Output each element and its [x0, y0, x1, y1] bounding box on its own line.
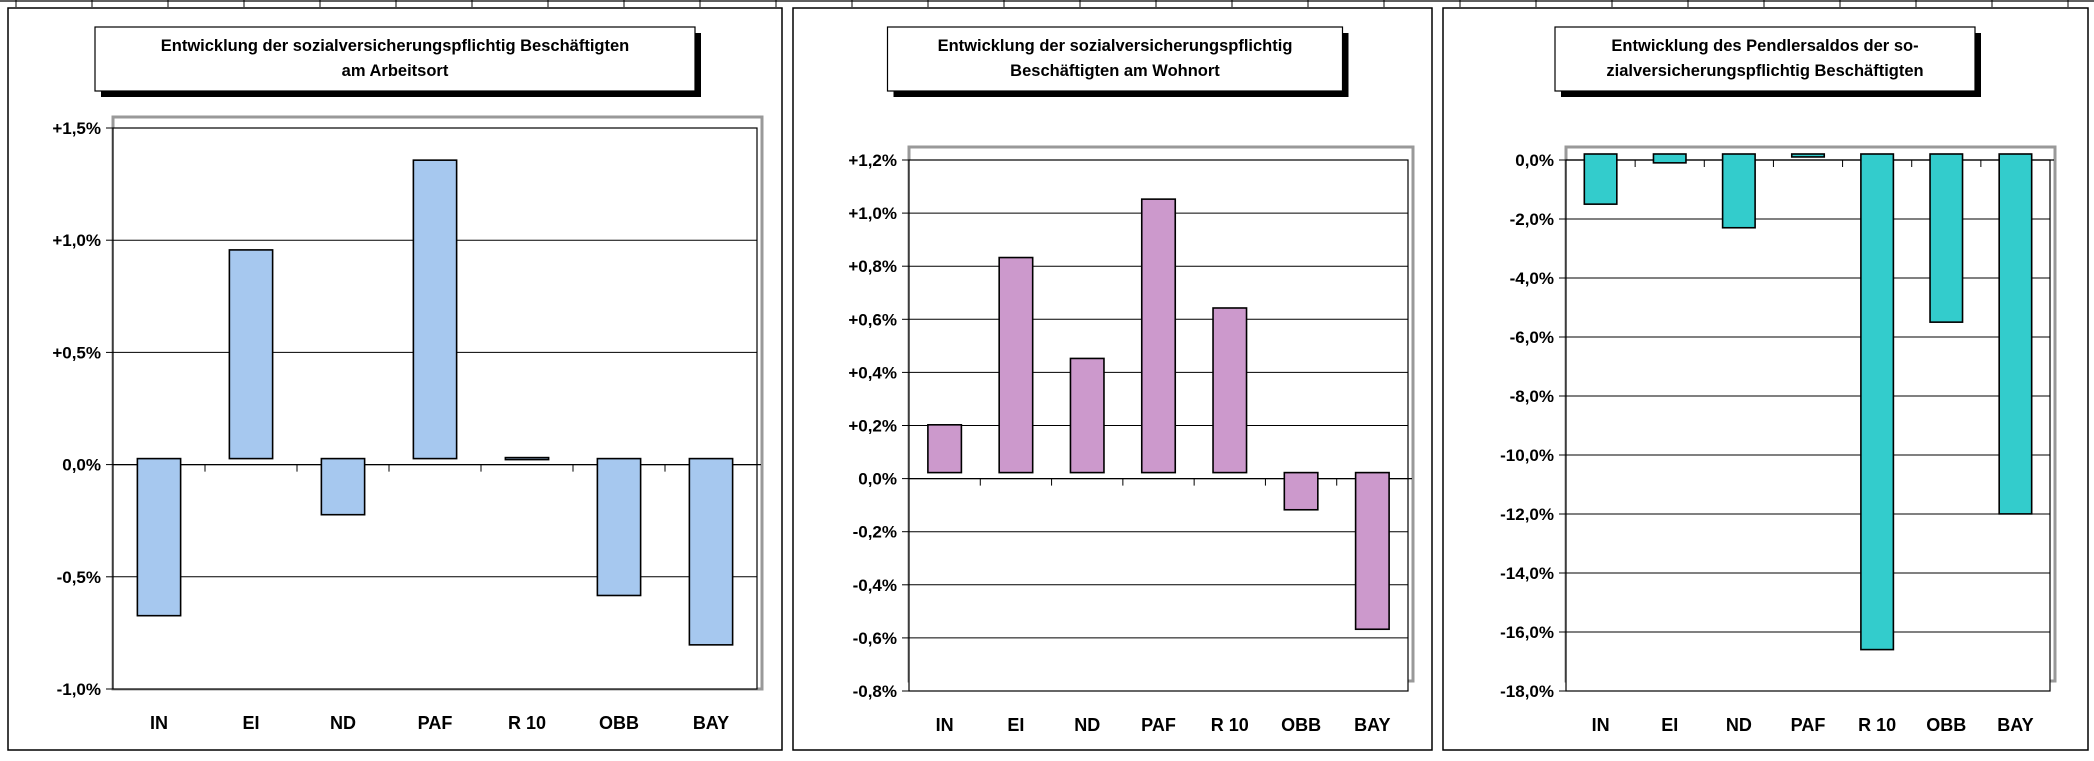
y-tick-label: 0,0% [62, 456, 101, 475]
chart-title-line: Entwicklung der sozialversicherungspflic… [938, 37, 1293, 55]
bar-in [927, 424, 963, 474]
x-tick-label: EI [1661, 715, 1678, 735]
y-tick-label: -0,8% [853, 682, 897, 701]
bar-paf [1140, 198, 1177, 474]
x-tick-label: OBB [1281, 715, 1321, 735]
x-tick-label: ND [1726, 715, 1752, 735]
bar-r-10 [1212, 307, 1248, 474]
bar-in [136, 457, 182, 617]
plot-area [1565, 159, 2051, 692]
bar-bay [1998, 153, 2033, 515]
y-tick-label: -0,2% [853, 523, 897, 542]
y-tick-label: +0,5% [52, 343, 101, 362]
bar-ei [998, 256, 1034, 474]
bar-ei [1652, 153, 1687, 164]
bar-nd [1721, 153, 1756, 229]
x-tick-label: PAF [1791, 715, 1826, 735]
bar-ei [228, 249, 274, 460]
x-tick-label: ND [330, 713, 356, 733]
x-tick-label: PAF [1141, 715, 1176, 735]
y-tick-label: -0,5% [57, 568, 101, 587]
chart-panel-2: -0,8% -0,6% -0,4% -0,2% 0,0% +0,2% +0,4% +0,6% +… [792, 7, 1433, 751]
chart-panel-3: -18,0% -16,0% -14,0% -12,0% -10,0% -8,0% -6,0%… [1442, 7, 2089, 751]
x-tick-label: OBB [599, 713, 639, 733]
y-tick-label: -0,6% [853, 629, 897, 648]
x-tick-label: EI [1007, 715, 1024, 735]
y-tick-label: +0,6% [848, 310, 897, 329]
x-tick-label: BAY [693, 713, 729, 733]
y-tick-label: +0,4% [848, 363, 897, 382]
y-tick-label: -2,0% [1510, 210, 1554, 229]
chart-title-line: Beschäftigten am Wohnort [1010, 62, 1220, 80]
bar-paf [412, 159, 458, 460]
x-tick-label: R 10 [1211, 715, 1249, 735]
x-tick-label: IN [1592, 715, 1610, 735]
y-tick-label: -1,0% [57, 680, 101, 699]
x-tick-label: PAF [418, 713, 453, 733]
bar-in [1583, 153, 1618, 205]
bar-bay [688, 457, 734, 646]
y-tick-label: -18,0% [1500, 682, 1554, 701]
title-box [1554, 26, 1976, 92]
y-tick-label: 0,0% [1515, 151, 1554, 170]
bar-nd [320, 457, 366, 516]
chart-title-line: zialversicherungspflichtig Beschäftigten [1606, 62, 1923, 80]
x-tick-label: IN [150, 713, 168, 733]
bar-obb [596, 457, 642, 597]
bar-obb [1929, 153, 1964, 323]
chart-title-line: Entwicklung des Pendlersaldos der so- [1611, 37, 1918, 55]
title-box [94, 26, 696, 92]
x-tick-label: EI [242, 713, 259, 733]
y-tick-label: +1,0% [848, 204, 897, 223]
y-tick-label: +1,0% [52, 231, 101, 250]
bar-r-10 [504, 456, 550, 461]
x-tick-label: BAY [1997, 715, 2033, 735]
y-tick-label: +0,8% [848, 257, 897, 276]
bar-nd [1069, 357, 1105, 474]
x-tick-label: BAY [1354, 715, 1390, 735]
y-tick-label: -10,0% [1500, 446, 1554, 465]
x-tick-label: R 10 [508, 713, 546, 733]
x-tick-label: OBB [1926, 715, 1966, 735]
bar-obb [1283, 471, 1319, 511]
y-tick-label: -6,0% [1510, 328, 1554, 347]
y-tick-label: +1,2% [848, 151, 897, 170]
x-tick-label: IN [936, 715, 954, 735]
y-tick-label: 0,0% [858, 470, 897, 489]
chart-panel-1: -1,0% -0,5% 0,0% +0,5% +1,0% +1,5% IN EI ND PAF R … [7, 7, 783, 751]
y-tick-label: -16,0% [1500, 623, 1554, 642]
chart-title-line: am Arbeitsort [342, 62, 449, 80]
bar-r-10 [1860, 153, 1895, 651]
y-tick-label: +1,5% [52, 119, 101, 138]
title-box [886, 26, 1344, 92]
bar-bay [1354, 471, 1390, 631]
y-tick-label: -0,4% [853, 576, 897, 595]
chart-title-line: Entwicklung der sozialversicherungspflic… [161, 37, 630, 55]
bar-paf [1790, 153, 1826, 158]
y-tick-label: -4,0% [1510, 269, 1554, 288]
y-tick-label: -12,0% [1500, 505, 1554, 524]
x-tick-label: ND [1074, 715, 1100, 735]
y-tick-label: -14,0% [1500, 564, 1554, 583]
y-tick-label: -8,0% [1510, 387, 1554, 406]
y-tick-label: +0,2% [848, 417, 897, 436]
x-tick-label: R 10 [1858, 715, 1896, 735]
